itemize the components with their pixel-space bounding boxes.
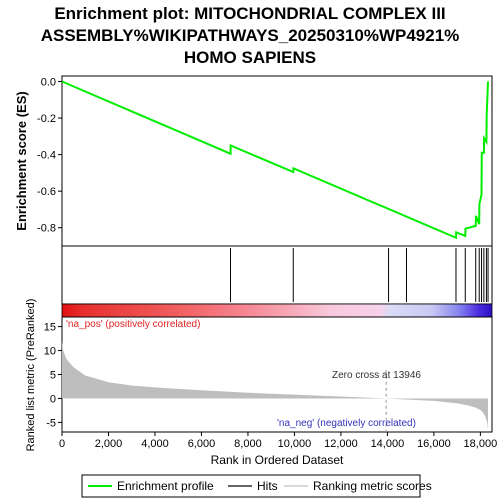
legend-metric-label: Ranking metric scores bbox=[313, 479, 432, 493]
legend-enrichment-label: Enrichment profile bbox=[117, 479, 214, 493]
chart-title-line-2: ASSEMBLY%WIKIPATHWAYS_20250310%WP4921% bbox=[40, 26, 460, 45]
x-tick-label: 6,000 bbox=[188, 438, 216, 450]
legend-hits-label: Hits bbox=[257, 479, 278, 493]
chart-title-line-3: HOMO SAPIENS bbox=[183, 48, 317, 67]
x-tick-label: 12,000 bbox=[324, 438, 358, 450]
ranked-list-y-tick-label: 15 bbox=[44, 322, 56, 334]
es-y-tick-label: -0.6 bbox=[37, 186, 56, 198]
ranking-color-bar bbox=[61, 303, 493, 318]
ranked-list-y-axis-label: Ranked list metric (PreRanked) bbox=[25, 299, 37, 452]
pos-correlated-label: 'na_pos' (positively correlated) bbox=[66, 319, 200, 330]
ranked-list-y-tick-label: 0 bbox=[50, 393, 56, 405]
ranked-list-panel-frame bbox=[61, 316, 493, 433]
x-tick-label: 18,000 bbox=[464, 438, 498, 450]
ranked-list-y-tick-label: 5 bbox=[50, 370, 56, 382]
x-tick-label: 2,000 bbox=[95, 438, 123, 450]
x-axis-label: Rank in Ordered Dataset bbox=[211, 453, 344, 467]
ranked-list-y-axis: 15 10 5 0 -5 bbox=[44, 322, 62, 429]
zero-cross-label: Zero cross at 13946 bbox=[332, 370, 421, 381]
es-y-axis-label: Enrichment score (ES) bbox=[14, 91, 29, 230]
hits-panel-frame bbox=[61, 245, 493, 305]
hit-markers bbox=[230, 248, 489, 302]
x-tick-label: 14,000 bbox=[371, 438, 405, 450]
x-tick-label: 8,000 bbox=[234, 438, 262, 450]
enrichment-panel-frame bbox=[61, 75, 493, 247]
ranked-list-y-tick-label: 10 bbox=[44, 346, 56, 358]
hits-panel bbox=[61, 245, 493, 305]
x-tick-label: 10,000 bbox=[278, 438, 312, 450]
ranked-list-x-axis: 0 2,000 4,000 6,000 8,000 10,000 12,000 14,000 1… bbox=[59, 432, 497, 450]
enrichment-profile-line bbox=[61, 80, 489, 240]
es-y-tick-label: -0.2 bbox=[37, 113, 56, 125]
legend: Enrichment profile Hits Ranking metric s… bbox=[81, 474, 432, 498]
es-y-axis: 0.0 -0.2 -0.4 -0.6 -0.8 bbox=[37, 76, 62, 235]
es-y-tick-label: 0.0 bbox=[41, 76, 56, 88]
es-y-tick-label: -0.8 bbox=[37, 223, 56, 235]
es-y-tick-label: -0.4 bbox=[37, 150, 56, 162]
chart-title-line-1: Enrichment plot: MITOCHONDRIAL COMPLEX I… bbox=[54, 4, 446, 23]
x-tick-label: 0 bbox=[59, 438, 65, 450]
enrichment-panel: 0.0 -0.2 -0.4 -0.6 -0.8 Enrichment score (ES… bbox=[14, 75, 493, 247]
x-tick-label: 4,000 bbox=[141, 438, 169, 450]
neg-correlated-label: 'na_neg' (negatively correlated) bbox=[277, 418, 416, 429]
x-tick-label: 16,000 bbox=[417, 438, 451, 450]
ranked-list-y-tick-label: -5 bbox=[46, 417, 56, 429]
